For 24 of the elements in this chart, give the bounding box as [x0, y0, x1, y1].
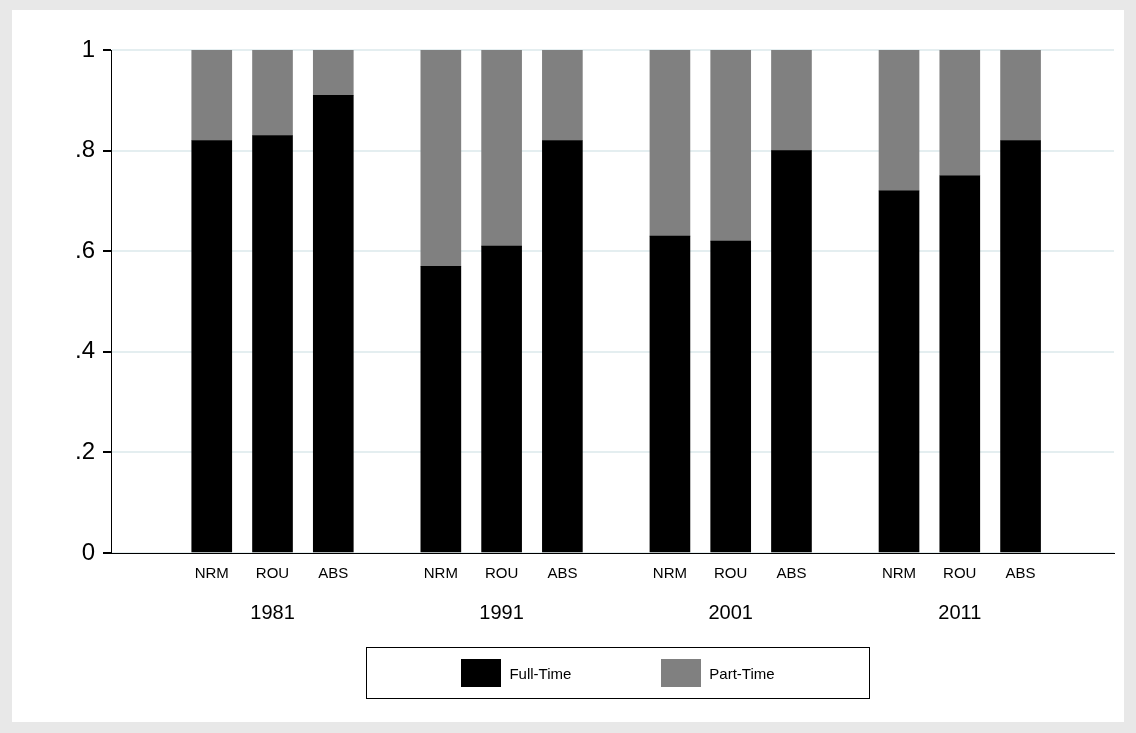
y-tick-label: 0	[81, 537, 96, 565]
x-tick-label: NRM	[652, 564, 688, 582]
x-tick-label: NRM	[881, 564, 917, 582]
y-tick-label: .2	[75, 437, 96, 465]
x-tick-label: ROU	[484, 564, 519, 582]
y-tick-label: 1	[81, 34, 96, 62]
y-tick-label: .4	[75, 336, 96, 364]
x-tick-label: ROU	[943, 564, 977, 582]
x-tick-label: ABS	[1005, 564, 1036, 582]
y-tick-label: .6	[75, 235, 96, 263]
x-tick-label: ROU	[714, 564, 748, 582]
text: 2011	[938, 600, 982, 623]
legend-label: Part-Time	[709, 664, 775, 682]
x-tick-label: ABS	[318, 564, 349, 582]
legend-label: Full-Time	[509, 664, 572, 682]
x-tick-label: NRM	[423, 564, 458, 582]
text: 1981	[250, 600, 295, 623]
x-tick-label: ABS	[776, 564, 807, 582]
x-tick-label: ABS	[547, 564, 578, 582]
text: 2001	[708, 600, 753, 623]
x-tick-label: NRM	[194, 564, 229, 582]
text: 1991	[479, 600, 524, 623]
x-tick-label: ROU	[255, 564, 290, 582]
y-tick-label: .8	[75, 135, 96, 163]
